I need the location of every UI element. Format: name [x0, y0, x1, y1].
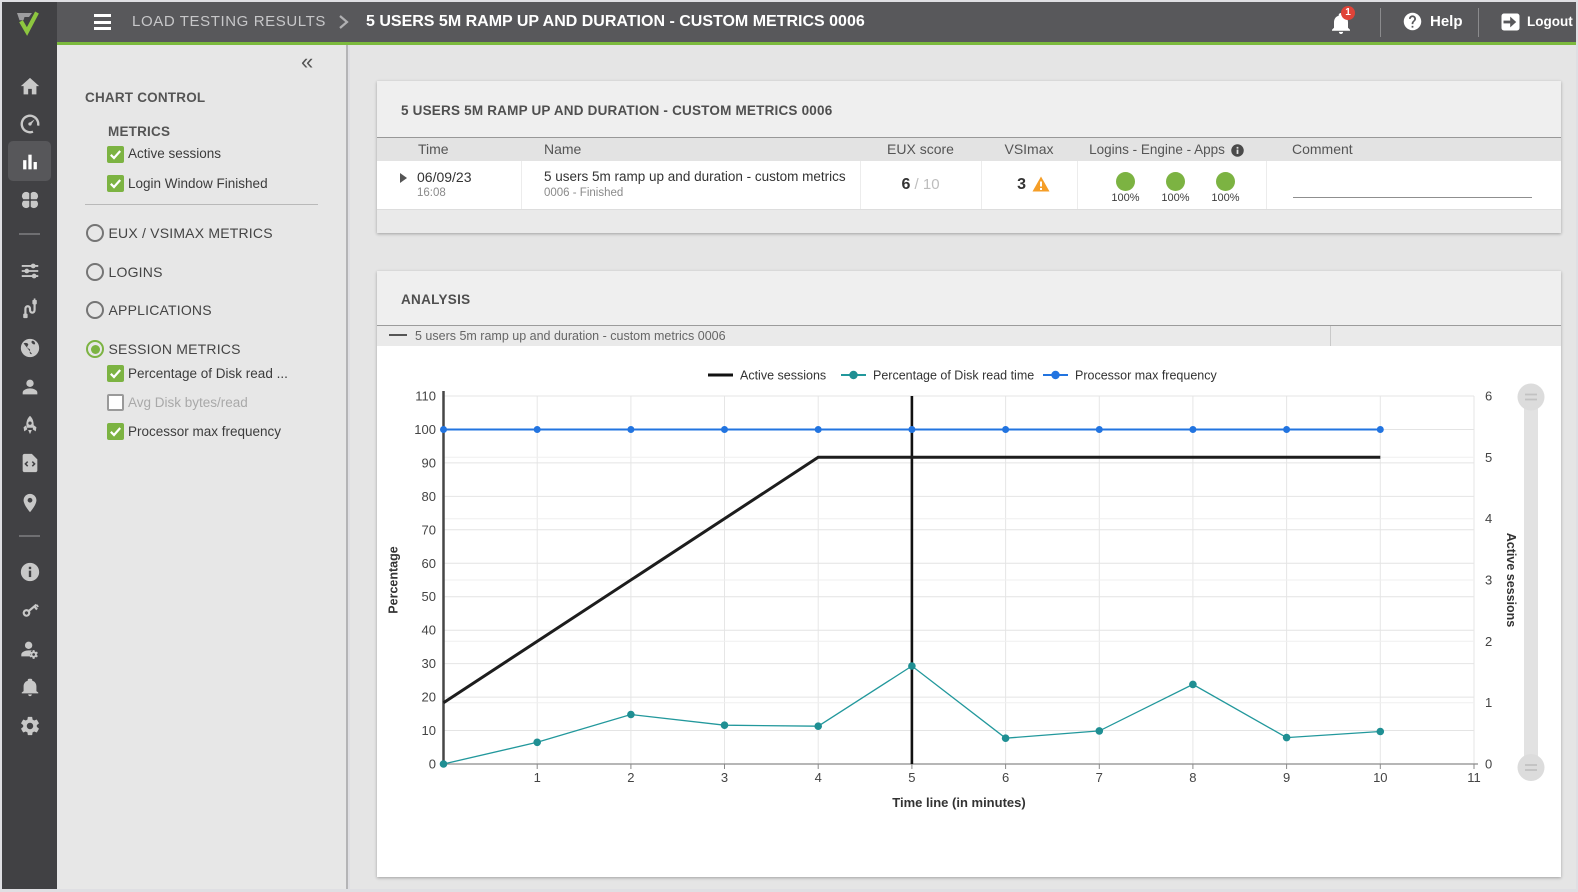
- svg-text:50: 50: [422, 589, 436, 604]
- svg-text:2: 2: [627, 770, 634, 785]
- svg-text:11: 11: [1467, 770, 1481, 785]
- svg-text:7: 7: [1096, 770, 1103, 785]
- svg-text:9: 9: [1283, 770, 1290, 785]
- svg-text:4: 4: [815, 770, 822, 785]
- svg-text:1: 1: [1485, 695, 1492, 710]
- svg-text:Active sessions: Active sessions: [740, 369, 826, 383]
- svg-text:20: 20: [422, 690, 436, 705]
- svg-text:8: 8: [1189, 770, 1196, 785]
- svg-text:1: 1: [534, 770, 541, 785]
- svg-text:10: 10: [422, 723, 436, 738]
- svg-text:70: 70: [422, 522, 436, 537]
- svg-text:Processor max frequency: Processor max frequency: [1075, 369, 1217, 383]
- svg-text:6: 6: [1002, 770, 1009, 785]
- svg-text:5: 5: [1485, 450, 1492, 465]
- svg-text:Active sessions: Active sessions: [1504, 533, 1518, 628]
- svg-text:110: 110: [415, 389, 436, 404]
- svg-text:5: 5: [908, 770, 915, 785]
- svg-text:90: 90: [422, 455, 436, 470]
- svg-text:Time line (in minutes): Time line (in minutes): [892, 795, 1025, 810]
- svg-text:80: 80: [422, 489, 436, 504]
- svg-text:0: 0: [1485, 757, 1492, 772]
- svg-text:6: 6: [1485, 389, 1492, 404]
- svg-text:100: 100: [414, 422, 436, 437]
- svg-text:30: 30: [422, 656, 436, 671]
- svg-text:3: 3: [721, 770, 728, 785]
- svg-text:4: 4: [1485, 511, 1492, 526]
- svg-text:60: 60: [422, 556, 436, 571]
- svg-text:3: 3: [1485, 573, 1492, 588]
- svg-text:2: 2: [1485, 634, 1492, 649]
- svg-text:0: 0: [429, 757, 436, 772]
- svg-text:40: 40: [422, 623, 436, 638]
- svg-text:Percentage of Disk read time: Percentage of Disk read time: [873, 369, 1034, 383]
- svg-text:Percentage: Percentage: [387, 546, 401, 613]
- svg-text:10: 10: [1373, 770, 1387, 785]
